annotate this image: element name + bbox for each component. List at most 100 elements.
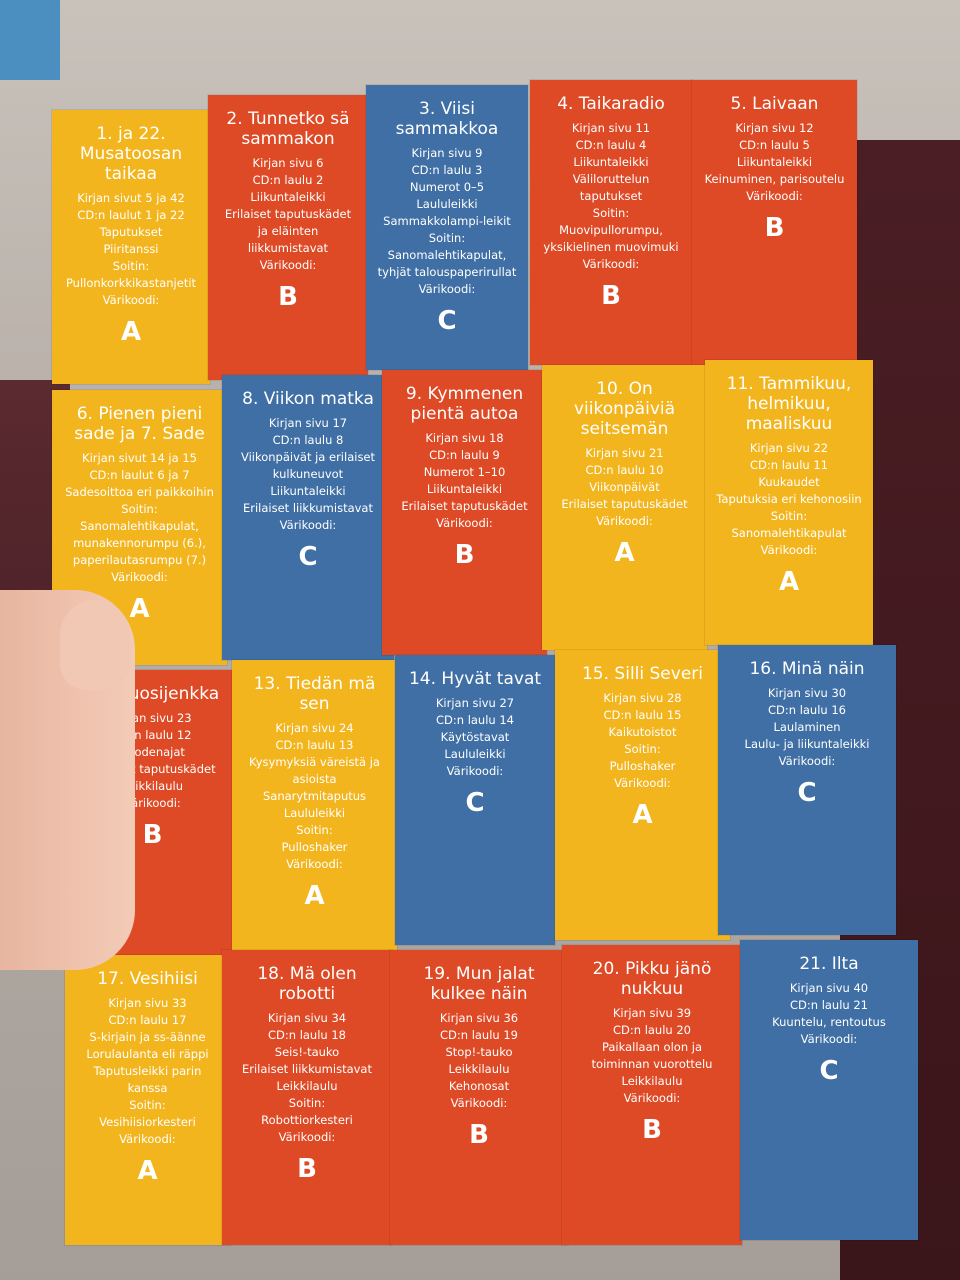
song-card: 18. Mä olen robotti Kirjan sivu 34 CD:n la…	[222, 950, 392, 1245]
song-card-line: CD:n laulu 14	[435, 713, 514, 727]
song-card-line: Kirjan sivu 18	[425, 431, 504, 445]
song-card-line: Kirjan sivu 27	[435, 696, 515, 710]
song-card-line: Robottiorkesteri	[261, 1113, 353, 1127]
song-card-line: Kirjan sivu 6	[252, 156, 324, 170]
song-card-title: 18. Mä olen robotti	[257, 964, 357, 1004]
color-code-letter: B	[601, 281, 621, 311]
song-card-line: Soitin:	[624, 742, 661, 756]
song-card-line: Vuodenajat	[120, 745, 185, 759]
color-code-letter: A	[137, 1156, 158, 1186]
song-card: 10. On viikonpäiviä seitsemän Kirjan sivu…	[542, 365, 707, 650]
song-card-title: 2. Tunnetko sä sammakon	[226, 109, 350, 149]
song-card-title: 14. Hyvät tavat	[408, 669, 542, 689]
song-card-line: Laulaminen	[773, 720, 841, 734]
song-card-line: Leikkilaulu	[448, 1062, 510, 1076]
song-card-line: Liikuntaleikki	[270, 484, 346, 498]
song-card-line: Erilaiset taputuskädet	[561, 497, 688, 511]
song-card-line: CD:n laulu 15	[603, 708, 682, 722]
color-code-letter: A	[304, 881, 325, 911]
song-card: 8. Viikon matka Kirjan sivu 17 CD:n laulu …	[222, 375, 394, 660]
song-card-line: Värikoodi:	[582, 257, 640, 271]
song-card-line: CD:n laulu 20	[612, 1023, 691, 1037]
song-card-line: Soitin:	[428, 231, 466, 245]
song-card-line: Soitin:	[592, 206, 630, 220]
song-card-line: Numerot 0–5	[409, 180, 485, 194]
song-card-line: Kuuntelu, rentoutus	[772, 1015, 886, 1029]
song-card-line: Soitin:	[129, 1098, 166, 1112]
song-card-line: CD:n laulu 3	[411, 163, 483, 177]
color-code-letter: B	[454, 540, 475, 570]
song-card-line: Sanomalehtikapulat, munakennorumpu (6.),…	[72, 519, 207, 567]
song-card-line: Kaikutoistot	[608, 725, 677, 739]
song-card-line: Sanomalehtikapulat, tyhjät talouspaperir…	[377, 248, 517, 279]
song-card-line: Kirjan sivu 40	[789, 981, 869, 995]
song-card-line: Vesihiisiorkesteri	[99, 1115, 196, 1129]
song-card-line: Laululeikki	[444, 747, 506, 761]
song-card-line: Lorulaulanta eli räppi	[86, 1047, 209, 1061]
song-card: 3. Viisi sammakkoa Kirjan sivu 9 CD:n laul…	[366, 85, 528, 370]
song-card-line: Värikoodi:	[286, 857, 343, 871]
song-card-line: Soitin:	[296, 823, 333, 837]
song-card-line: Pulloshaker	[609, 759, 676, 773]
song-card-line: Leikkilaulu	[276, 1079, 338, 1093]
song-card-line: Kirjan sivu 11	[571, 121, 651, 135]
song-card-title: 20. Pikku jänö nukkuu	[592, 959, 712, 999]
song-card-line: Kirjan sivu 12	[735, 121, 814, 135]
song-card: 19. Mun jalat kulkee näin Kirjan sivu 36 C…	[390, 950, 568, 1245]
song-card-title: 17. Vesihiisi	[97, 969, 198, 989]
song-card-line: Viikonpäivät	[589, 480, 660, 494]
color-code-letter: A	[632, 800, 653, 830]
song-card-line: Sanarytmitaputus	[262, 789, 367, 803]
song-card-line: Kirjan sivu 34	[267, 1011, 347, 1025]
song-card-line: Taputusleikki parin kanssa	[93, 1064, 202, 1095]
song-card: 6. Pienen pieni sade ja 7. Sade Kirjan si…	[52, 390, 227, 665]
song-card-line: Värikoodi:	[446, 764, 504, 778]
color-code-letter: B	[142, 820, 163, 850]
song-card-line: Kehonosat	[448, 1079, 510, 1093]
song-card-title: 1. ja 22. Musatoosan taikaa	[79, 124, 183, 184]
color-code-letter: A	[129, 594, 150, 624]
song-card-line: Värikoodi:	[800, 1032, 858, 1046]
color-code-letter: A	[614, 538, 635, 568]
song-card-line: Värikoodi:	[596, 514, 653, 528]
song-card-line: Värikoodi:	[614, 776, 671, 790]
song-card-line: Numerot 1–10	[423, 465, 506, 479]
song-card: 9. Kymmenen pientä autoa Kirjan sivu 18 CD…	[382, 370, 547, 655]
song-card-line: Pullonkorkkikastanjetit	[65, 276, 197, 290]
song-card: 16. Minä näin Kirjan sivu 30 CD:n laulu 16…	[718, 645, 896, 935]
song-card-line: Liikuntaleikki	[736, 155, 813, 169]
song-card-title: 8. Viikon matka	[242, 389, 374, 409]
song-card-line: Värikoodi:	[778, 754, 836, 768]
song-card-line: Piiritanssi	[103, 242, 159, 256]
color-code-letter: A	[778, 567, 800, 597]
song-card-line: Värikoodi:	[623, 1091, 681, 1105]
song-card-line: Sanomalehtikapulat	[731, 526, 847, 540]
song-card-line: Kirjan sivu 30	[767, 686, 847, 700]
song-card-line: Kirjan sivu 28	[603, 691, 682, 705]
song-card-title: 3. Viisi sammakkoa	[395, 99, 499, 139]
song-card-line: Paikallaan olon ja toiminnan vuorottelu	[591, 1040, 713, 1071]
song-card-line: Värikoodi:	[102, 293, 160, 307]
song-card-line: Taputukset	[99, 225, 163, 239]
song-card-line: Värikoodi:	[436, 516, 493, 530]
song-card-line: CD:n laulut 1 ja 22	[77, 208, 185, 222]
song-card: 13. Tiedän mä sen Kirjan sivu 24 CD:n laul…	[232, 660, 397, 950]
song-card-line: Värikoodi:	[279, 518, 337, 532]
song-card: 5. Laivaan Kirjan sivu 12 CD:n laulu 5 Liik…	[692, 80, 857, 365]
song-card-title: 11. Tammikuu, helmikuu, maaliskuu	[726, 374, 852, 434]
song-card-title: 9. Kymmenen pientä autoa	[405, 384, 524, 424]
song-card: 11. Tammikuu, helmikuu, maaliskuu Kirjan …	[705, 360, 873, 645]
song-card: 14. Hyvät tavat Kirjan sivu 27 CD:n laulu …	[395, 655, 555, 945]
song-card-title: 21. Ilta	[799, 954, 859, 974]
song-card-line: Stop!-tauko	[445, 1045, 513, 1059]
color-code-letter: C	[465, 788, 485, 818]
color-code-letter: B	[642, 1115, 662, 1145]
song-card-line: Värikoodi:	[418, 282, 476, 296]
color-code-letter: B	[469, 1120, 489, 1150]
song-card-line: Kirjan sivu 9	[411, 146, 483, 160]
song-card-line: Kirjan sivu 17	[268, 416, 348, 430]
color-code-letter: C	[437, 306, 457, 336]
song-card-line: Kysymyksiä väreistä ja asioista	[249, 755, 380, 786]
song-card: 17. Vesihiisi Kirjan sivu 33 CD:n laulu 17…	[65, 955, 230, 1245]
song-card-line: Soitin:	[770, 509, 808, 523]
